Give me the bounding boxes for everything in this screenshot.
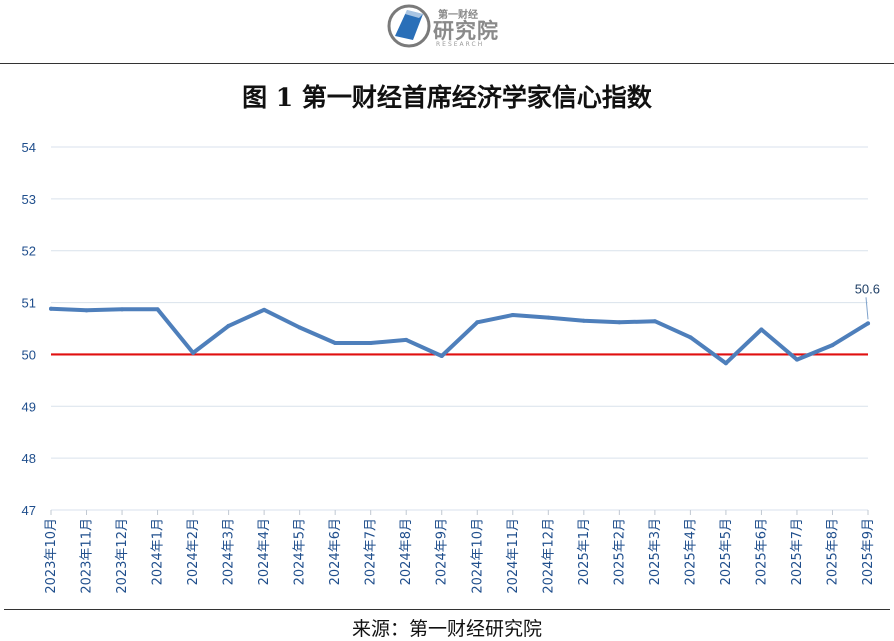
chart-title: 图 1 第一财经首席经济学家信心指数 bbox=[242, 83, 652, 112]
header-divider bbox=[0, 63, 894, 64]
x-tick-label: 2024年5月 bbox=[293, 518, 308, 585]
data-point bbox=[439, 353, 444, 358]
source-note: 来源：第一财经研究院 bbox=[351, 618, 542, 640]
series-line bbox=[49, 306, 870, 366]
y-tick-label: 54 bbox=[22, 140, 36, 155]
annotation-leader bbox=[865, 297, 869, 320]
data-point bbox=[723, 361, 728, 366]
y-tick-label: 52 bbox=[22, 244, 36, 259]
y-tick-label: 50 bbox=[22, 347, 36, 362]
x-tick-label: 2023年10月 bbox=[44, 518, 59, 594]
data-point bbox=[49, 306, 53, 311]
annotation-group: 50.6 bbox=[855, 281, 880, 320]
x-tick-label: 2025年7月 bbox=[790, 518, 805, 585]
x-tick-label: 2024年4月 bbox=[257, 518, 272, 585]
y-tick-label: 49 bbox=[22, 399, 36, 414]
data-point bbox=[510, 313, 515, 318]
x-tick-label: 2024年11月 bbox=[506, 518, 521, 594]
x-tick-label: 2025年5月 bbox=[719, 518, 734, 585]
y-tick-label: 53 bbox=[22, 192, 36, 207]
x-tick-label: 2025年4月 bbox=[683, 518, 698, 585]
data-point bbox=[794, 357, 799, 362]
x-tick-label: 2024年7月 bbox=[364, 518, 379, 585]
logo-top-text: 第一财经 bbox=[438, 10, 478, 21]
data-point bbox=[830, 343, 835, 348]
x-tick-label: 2025年9月 bbox=[861, 518, 876, 585]
x-tick-label: 2024年9月 bbox=[435, 518, 450, 585]
x-tick-label: 2025年1月 bbox=[577, 518, 592, 585]
x-tick-label: 2024年6月 bbox=[328, 518, 343, 585]
data-point bbox=[191, 350, 196, 355]
series-group bbox=[49, 306, 870, 366]
logo-emblem-icon bbox=[387, 4, 431, 48]
data-point bbox=[84, 308, 89, 313]
data-point bbox=[226, 323, 231, 328]
y-tick-label: 47 bbox=[22, 503, 36, 518]
logo-sub-text: RESEARCH bbox=[436, 41, 485, 48]
x-tick-label: 2024年3月 bbox=[222, 518, 237, 585]
data-point bbox=[617, 320, 622, 325]
data-point bbox=[652, 319, 657, 324]
x-tick-label: 2023年11月 bbox=[80, 518, 95, 594]
data-point bbox=[404, 337, 409, 342]
data-point bbox=[581, 318, 586, 323]
data-point bbox=[368, 341, 373, 346]
footer-divider bbox=[4, 609, 890, 610]
data-point bbox=[155, 307, 160, 312]
data-point bbox=[759, 327, 764, 332]
data-point bbox=[297, 325, 302, 330]
x-axis-ticks: 2023年10月 2023年11月 2023年12月 2024年1月 2024年2月 20… bbox=[44, 509, 876, 594]
x-tick-label: 2024年10月 bbox=[470, 518, 485, 594]
x-tick-label: 2024年8月 bbox=[399, 518, 414, 585]
x-tick-label: 2024年1月 bbox=[151, 518, 166, 585]
x-tick-label: 2024年12月 bbox=[541, 518, 556, 594]
data-point bbox=[866, 321, 870, 326]
logo-main-text: 研究院 bbox=[433, 19, 499, 43]
y-tick-label: 48 bbox=[22, 451, 36, 466]
data-point bbox=[333, 341, 338, 346]
y-tick-label: 51 bbox=[22, 296, 36, 311]
x-tick-label: 2025年6月 bbox=[754, 518, 769, 585]
data-point bbox=[120, 307, 125, 312]
x-tick-label: 2023年12月 bbox=[115, 518, 130, 594]
research-institute-logo: 第一财经 研究院 RESEARCH bbox=[385, 2, 510, 52]
data-point bbox=[546, 315, 551, 320]
x-tick-label: 2025年2月 bbox=[612, 518, 627, 585]
data-point bbox=[262, 307, 267, 312]
data-point bbox=[475, 320, 480, 325]
y-axis-ticks: 47 48 49 50 51 52 53 54 bbox=[22, 140, 36, 518]
x-tick-label: 2024年2月 bbox=[186, 518, 201, 585]
data-point bbox=[688, 335, 693, 340]
x-tick-label: 2025年3月 bbox=[648, 518, 663, 585]
data-label: 50.6 bbox=[855, 281, 880, 296]
x-tick-label: 2025年8月 bbox=[825, 518, 840, 585]
line-chart: 47 48 49 50 51 52 53 54 2023年10月 2023年11月 2023年12… bbox=[22, 140, 880, 594]
